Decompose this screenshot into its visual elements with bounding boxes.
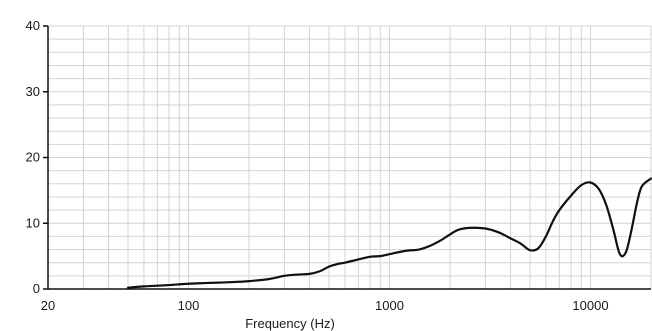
x-tick-label: 20 bbox=[41, 298, 55, 313]
y-tick-label: 0 bbox=[33, 281, 40, 296]
axes bbox=[43, 25, 651, 290]
x-tick-label: 1000 bbox=[375, 298, 404, 313]
y-tick-label: 20 bbox=[26, 150, 40, 165]
tick-labels: 0 10 20 30 40 20 100 1000 10000 bbox=[26, 18, 609, 313]
series-line bbox=[126, 177, 652, 289]
y-tick-label: 40 bbox=[26, 18, 40, 33]
x-tick-label: 10000 bbox=[572, 298, 608, 313]
x-axis-label: Frequency (Hz) bbox=[245, 316, 335, 331]
grid-lines bbox=[47, 25, 652, 290]
y-tick-label: 30 bbox=[26, 84, 40, 99]
x-tick-label: 100 bbox=[178, 298, 200, 313]
series-layer bbox=[126, 177, 652, 289]
y-tick-label: 10 bbox=[26, 215, 40, 230]
